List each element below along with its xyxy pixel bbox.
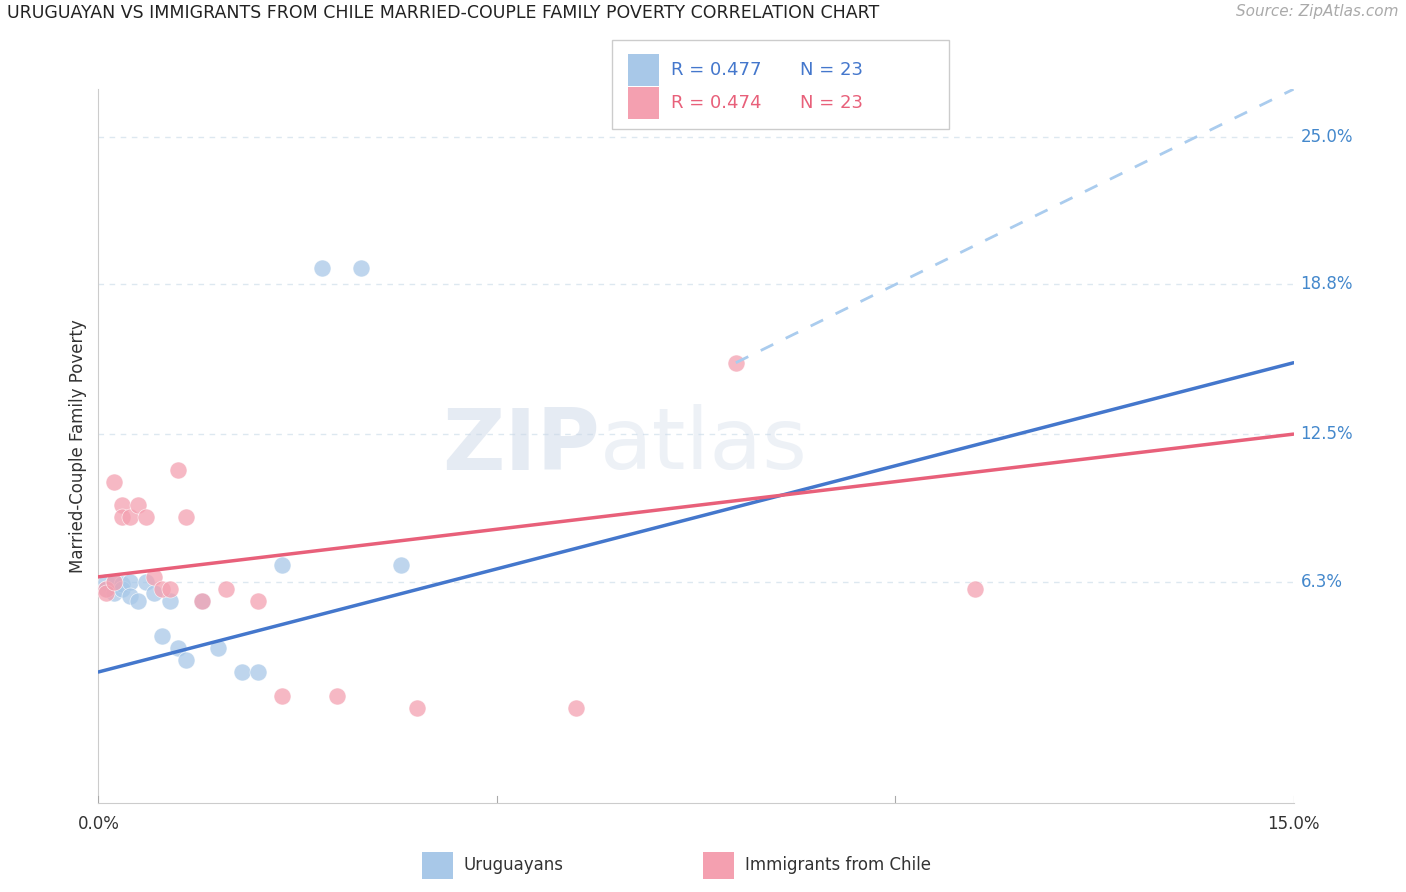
Text: R = 0.477: R = 0.477 [671,61,761,78]
Text: 12.5%: 12.5% [1301,425,1353,443]
Text: Immigrants from Chile: Immigrants from Chile [745,856,931,874]
Point [150,582,173,596]
Point [311,260,333,275]
Point [135,510,157,524]
Point [159,593,181,607]
Point [135,574,157,589]
Point [963,582,986,596]
Point [191,593,214,607]
Point [103,574,125,589]
Text: Uruguayans: Uruguayans [464,856,564,874]
Point [96,582,118,596]
Point [350,260,373,275]
Point [246,593,269,607]
Point [120,589,142,603]
Text: 15.0%: 15.0% [1267,814,1320,833]
Point [120,574,142,589]
Text: N = 23: N = 23 [800,61,863,78]
Point [270,558,292,572]
Point [270,689,292,703]
Point [246,665,269,679]
Point [191,593,214,607]
Text: 18.8%: 18.8% [1301,276,1353,293]
Point [111,577,134,591]
Point [96,574,118,589]
Point [174,510,197,524]
Point [127,593,149,607]
Text: 6.3%: 6.3% [1301,573,1343,591]
Point [150,629,173,643]
Point [103,586,125,600]
Point [406,700,429,714]
Text: atlas: atlas [600,404,808,488]
Point [167,641,190,656]
Text: ZIP: ZIP [443,404,600,488]
Point [231,665,253,679]
Point [120,510,142,524]
Point [724,356,747,370]
Point [159,582,181,596]
Point [111,510,134,524]
Point [111,582,134,596]
Point [143,570,166,584]
Text: 0.0%: 0.0% [77,814,120,833]
Point [174,653,197,667]
Point [207,641,229,656]
Point [565,700,588,714]
Text: R = 0.474: R = 0.474 [671,94,761,112]
Point [103,475,125,489]
Point [143,586,166,600]
Point [389,558,412,572]
Point [326,689,349,703]
Text: URUGUAYAN VS IMMIGRANTS FROM CHILE MARRIED-COUPLE FAMILY POVERTY CORRELATION CHA: URUGUAYAN VS IMMIGRANTS FROM CHILE MARRI… [7,4,879,22]
Point [127,499,149,513]
Text: 25.0%: 25.0% [1301,128,1353,145]
Point [167,463,190,477]
Text: N = 23: N = 23 [800,94,863,112]
Point [103,574,125,589]
Point [111,499,134,513]
Text: Source: ZipAtlas.com: Source: ZipAtlas.com [1236,4,1399,20]
Point [96,582,118,596]
Point [215,582,238,596]
Y-axis label: Married-Couple Family Poverty: Married-Couple Family Poverty [69,319,87,573]
Point [96,586,118,600]
